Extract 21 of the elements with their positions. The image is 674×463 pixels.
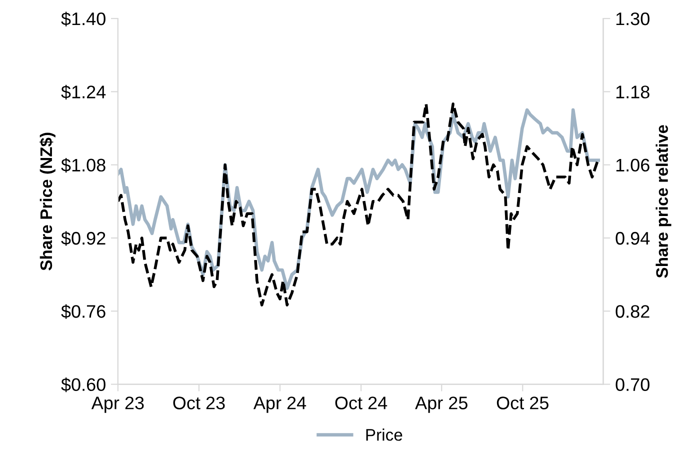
y-tick-label: $0.76 [61, 304, 106, 319]
legend-label: Price [366, 428, 402, 441]
y-tick-label: $1.40 [61, 12, 106, 26]
y-tick-label: $0.60 [61, 377, 106, 392]
y2-tick-label: 0.94 [616, 232, 650, 245]
y2-tick-label: 1.06 [616, 158, 650, 172]
y2-tick-label: 0.82 [616, 305, 650, 318]
y2-tick-label: 0.70 [616, 378, 650, 392]
y-tick-label: $0.92 [61, 231, 106, 246]
y-tick-label: $1.08 [61, 158, 106, 173]
y2-tick-label: 1.18 [616, 86, 650, 98]
x-tick-label: Oct 25 [496, 396, 548, 410]
x-tick-label: Oct 24 [335, 396, 388, 410]
x-tick-label: Apr 25 [415, 396, 468, 413]
x-tick-label: Oct 23 [173, 396, 225, 410]
y2-axis-title: Share price relative [656, 125, 672, 278]
x-tick-label: Apr 24 [253, 396, 306, 413]
y-tick-label: $1.24 [61, 84, 106, 100]
y-axis-title: Share Price (NZ$) [40, 132, 56, 270]
x-tick-label: Apr 23 [91, 396, 144, 413]
y2-tick-label: 1.30 [616, 12, 650, 26]
